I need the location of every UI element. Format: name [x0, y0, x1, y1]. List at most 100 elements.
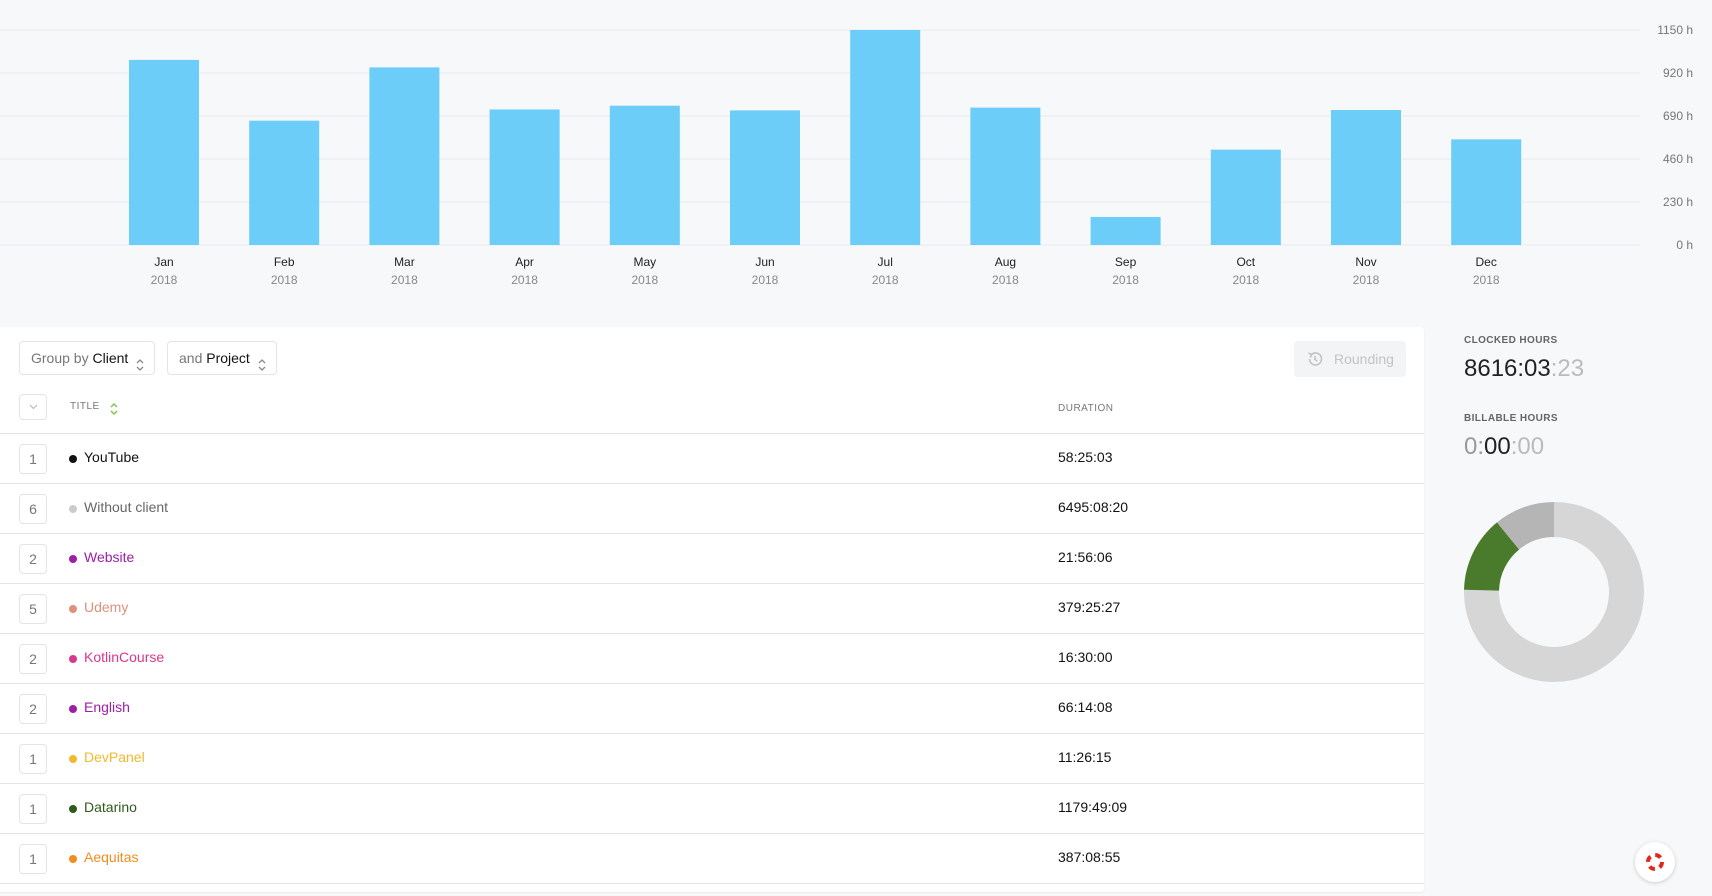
- table-row[interactable]: 2 KotlinCourse 16:30:00: [0, 634, 1424, 684]
- help-lifebuoy-icon: [1646, 853, 1664, 871]
- row-title: KotlinCourse: [84, 649, 165, 665]
- x-tick-sublabel: 2018: [391, 273, 418, 287]
- and-project-dropdown[interactable]: and Project: [167, 341, 277, 375]
- x-tick-sublabel: 2018: [1232, 273, 1259, 287]
- chart-bar: [609, 105, 680, 245]
- table-row[interactable]: 1 DevPanel 11:26:15: [0, 734, 1424, 784]
- row-title: Website: [84, 549, 135, 565]
- billable-hours-hours: 0:: [1464, 433, 1485, 460]
- row-title: DevPanel: [84, 749, 145, 765]
- billable-hours-seconds: :00: [1510, 433, 1545, 460]
- x-tick-label: Apr: [515, 255, 534, 269]
- group-by-prefix: Group by: [31, 350, 89, 366]
- table-row[interactable]: 2 English 66:14:08: [0, 684, 1424, 734]
- x-tick-sublabel: 2018: [1353, 273, 1380, 287]
- table-body: 1 YouTube 58:25:03 6 Without client 6495:08:2…: [0, 434, 1424, 884]
- chart-bar: [850, 30, 921, 245]
- y-tick-label: 920 h: [1663, 66, 1693, 80]
- row-duration: 21:56:06: [1058, 549, 1113, 565]
- x-tick-label: Mar: [394, 255, 415, 269]
- table-row[interactable]: 2 Website 21:56:06: [0, 534, 1424, 584]
- row-count-badge[interactable]: 2: [19, 694, 47, 724]
- table-header: TITLE DURATION: [0, 379, 1424, 434]
- sort-arrows-icon: [110, 403, 118, 415]
- select-arrows-icon: [257, 351, 267, 383]
- x-tick-sublabel: 2018: [151, 273, 178, 287]
- help-button[interactable]: [1635, 842, 1675, 882]
- client-color-dot: [69, 805, 77, 813]
- billable-hours-value: 0:00:00: [1464, 433, 1544, 461]
- row-title: Without client: [84, 499, 169, 515]
- table-row[interactable]: 5 Udemy 379:25:27: [0, 584, 1424, 634]
- bar-chart: 0 h 230 h 460 h 690 h 920 h 1150 h Jan 2018 Feb 2…: [0, 0, 1712, 310]
- clocked-hours-main: 8616:03: [1464, 355, 1551, 382]
- chart-bar: [129, 59, 199, 246]
- row-duration: 6495:08:20: [1058, 499, 1129, 515]
- client-color-dot: [69, 555, 77, 563]
- chart-bar: [249, 120, 320, 245]
- row-duration: 11:26:15: [1058, 749, 1112, 765]
- row-title: English: [84, 699, 130, 715]
- row-count-badge[interactable]: 1: [19, 844, 47, 874]
- select-arrows-icon: [135, 351, 145, 383]
- table-row[interactable]: 6 Without client 6495:08:20: [0, 484, 1424, 534]
- table-row[interactable]: 1 YouTube 58:25:03: [0, 434, 1424, 484]
- duration-column-header: DURATION: [1058, 403, 1114, 414]
- group-by-client-dropdown[interactable]: Group by Client: [19, 341, 156, 375]
- donut-segment[interactable]: [1464, 522, 1520, 591]
- title-header-label: TITLE: [70, 401, 100, 412]
- chart-svg: 0 h 230 h 460 h 690 h 920 h 1150 h Jan 2018 Feb 2…: [0, 23, 1693, 287]
- x-tick-label: Feb: [274, 255, 295, 269]
- donut-segment[interactable]: [1496, 502, 1554, 550]
- row-duration: 58:25:03: [1058, 449, 1113, 465]
- row-count-badge[interactable]: 2: [19, 544, 47, 574]
- billable-hours-minutes: 00: [1484, 433, 1511, 460]
- x-tick-label: Oct: [1236, 255, 1255, 269]
- client-color-dot: [69, 655, 77, 663]
- clocked-hours-seconds: :23: [1550, 355, 1585, 382]
- row-duration: 387:08:55: [1058, 849, 1121, 865]
- chart-bar: [1210, 149, 1281, 245]
- row-count-badge[interactable]: 1: [19, 444, 47, 474]
- row-count-badge[interactable]: 5: [19, 594, 47, 624]
- x-tick-sublabel: 2018: [631, 273, 658, 287]
- clocked-hours-value: 8616:03:23: [1464, 355, 1584, 383]
- collapse-all-button[interactable]: [19, 394, 47, 420]
- chart-bar: [970, 107, 1041, 245]
- row-count-badge[interactable]: 1: [19, 744, 47, 774]
- client-color-dot: [69, 705, 77, 713]
- x-tick-label: Jul: [878, 255, 893, 269]
- x-tick-label: Nov: [1355, 255, 1376, 269]
- row-count-badge[interactable]: 2: [19, 644, 47, 674]
- clocked-hours-label: CLOCKED HOURS: [1464, 335, 1558, 346]
- row-count-badge[interactable]: 6: [19, 494, 47, 524]
- table-row[interactable]: 1 Datarino 1179:49:09: [0, 784, 1424, 834]
- y-tick-label: 1150 h: [1657, 23, 1693, 37]
- x-tick-sublabel: 2018: [992, 273, 1019, 287]
- rounding-button[interactable]: Rounding: [1294, 341, 1406, 377]
- x-tick-label: Jun: [755, 255, 774, 269]
- chart-bar: [369, 67, 440, 246]
- title-column-header[interactable]: TITLE: [70, 401, 118, 415]
- chart-bar: [1331, 110, 1401, 245]
- group-by-value: Client: [92, 350, 129, 366]
- y-tick-label: 0 h: [1676, 238, 1693, 252]
- row-title: Datarino: [84, 799, 137, 815]
- row-count-badge[interactable]: 1: [19, 794, 47, 824]
- x-tick-sublabel: 2018: [1473, 273, 1500, 287]
- x-tick-sublabel: 2018: [872, 273, 899, 287]
- and-prefix: and: [179, 350, 203, 366]
- rounding-label: Rounding: [1334, 351, 1394, 367]
- row-duration: 16:30:00: [1058, 649, 1113, 665]
- chevron-down-icon: [29, 404, 38, 410]
- y-tick-label: 460 h: [1663, 152, 1693, 166]
- x-tick-sublabel: 2018: [511, 273, 538, 287]
- table-row[interactable]: 1 Aequitas 387:08:55: [0, 834, 1424, 884]
- report-table-panel: Group by Client and Project Rounding TIT…: [0, 327, 1424, 892]
- and-value: Project: [206, 350, 250, 366]
- donut-segment[interactable]: [1464, 502, 1644, 682]
- x-tick-label: Jan: [154, 255, 173, 269]
- x-tick-label: Dec: [1476, 255, 1497, 269]
- x-tick-label: Aug: [995, 255, 1016, 269]
- chart-bar: [1451, 139, 1522, 245]
